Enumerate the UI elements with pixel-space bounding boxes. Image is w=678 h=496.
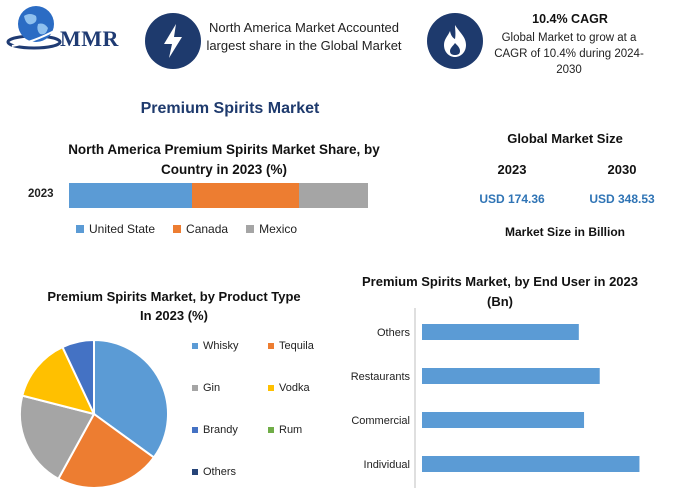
pie-legend-item: Others xyxy=(192,466,236,478)
share-bar-canada xyxy=(191,183,300,208)
legend-label: Canada xyxy=(186,222,229,236)
share-legend: United State Canada Mexico xyxy=(76,222,297,236)
legend-label: Whisky xyxy=(203,340,239,352)
share-legend-item: Mexico xyxy=(246,222,297,236)
share-category-label: 2023 xyxy=(28,188,54,200)
end-user-category-label: Restaurants xyxy=(351,371,411,383)
legend-label: Others xyxy=(203,466,237,478)
legend-swatch xyxy=(268,385,274,391)
legend-label: Tequila xyxy=(279,340,314,352)
end-user-chart-title: Premium Spirits Market, by End User in 2… xyxy=(362,274,638,309)
pie-legend-item: Brandy xyxy=(192,424,238,436)
legend-swatch xyxy=(268,343,274,349)
legend-swatch xyxy=(192,343,198,349)
end-user-bar-individual xyxy=(422,456,640,472)
legend-label: Vodka xyxy=(279,382,310,394)
end-user-category-label: Individual xyxy=(364,459,410,471)
pie-slice-gin xyxy=(19,394,96,481)
legend-swatch xyxy=(246,225,255,233)
pie-legend-item: Whisky xyxy=(192,340,238,352)
pie-chart xyxy=(19,338,169,489)
legend-swatch xyxy=(192,385,198,391)
end-user-bar-others xyxy=(422,324,579,340)
globe-icon xyxy=(6,6,62,50)
cagr-title: 10.4% CAGR xyxy=(532,12,608,26)
page-title: Premium Spirits Market xyxy=(140,100,320,117)
share-legend-item: Canada xyxy=(173,222,228,236)
end-user-category-label: Others xyxy=(377,327,411,339)
pie-chart-title: Premium Spirits Market, by Product Type … xyxy=(47,289,301,323)
legend-label: Gin xyxy=(203,382,221,394)
end-user-bar-chart: Others Restaurants Commercial Individual xyxy=(351,308,640,488)
market-year-2030: 2030 xyxy=(607,162,637,177)
legend-swatch xyxy=(268,427,274,433)
legend-label: Brandy xyxy=(203,424,238,436)
pie-slice-vodka xyxy=(21,345,96,416)
north-america-highlight: North America Market Accounted largest s… xyxy=(206,20,402,53)
end-user-category-label: Commercial xyxy=(351,415,410,427)
pie-legend-item: Vodka xyxy=(268,382,310,394)
logo xyxy=(6,6,62,50)
market-year-2023: 2023 xyxy=(497,162,527,177)
market-value-2030: USD 348.53 xyxy=(589,192,655,206)
end-user-bar-commercial xyxy=(422,412,585,428)
legend-label: Rum xyxy=(279,424,303,436)
share-bar-united-state xyxy=(69,183,192,208)
pie-slice-brandy xyxy=(61,338,95,415)
share-legend-item: United State xyxy=(76,222,155,236)
global-market-size-title: Global Market Size xyxy=(507,131,623,146)
legend-swatch xyxy=(192,469,198,475)
pie-legend-item: Gin xyxy=(192,382,220,394)
legend-swatch xyxy=(192,427,198,433)
logo-text: MMR xyxy=(60,26,119,51)
pie-legend-item: Tequila xyxy=(268,340,314,352)
pie-slice-whisky xyxy=(93,338,169,459)
pie-slice-tequila xyxy=(56,412,156,489)
share-chart-title: North America Premium Spirits Market Sha… xyxy=(68,142,380,177)
legend-swatch xyxy=(173,225,182,233)
pie-legend-item: Rum xyxy=(268,424,302,436)
market-size-unit: Market Size in Billion xyxy=(504,225,626,239)
market-value-2023: USD 174.36 xyxy=(479,192,545,206)
end-user-bar-restaurants xyxy=(422,368,600,384)
lightning-bolt-icon xyxy=(145,13,201,69)
legend-label: Mexico xyxy=(259,222,298,236)
share-stacked-bar xyxy=(69,183,368,208)
legend-label: United State xyxy=(89,222,156,236)
legend-swatch xyxy=(76,225,84,233)
share-bar-mexico xyxy=(299,183,368,208)
flame-icon xyxy=(427,13,483,69)
cagr-description: Global Market to grow at a CAGR of 10.4%… xyxy=(494,32,644,76)
